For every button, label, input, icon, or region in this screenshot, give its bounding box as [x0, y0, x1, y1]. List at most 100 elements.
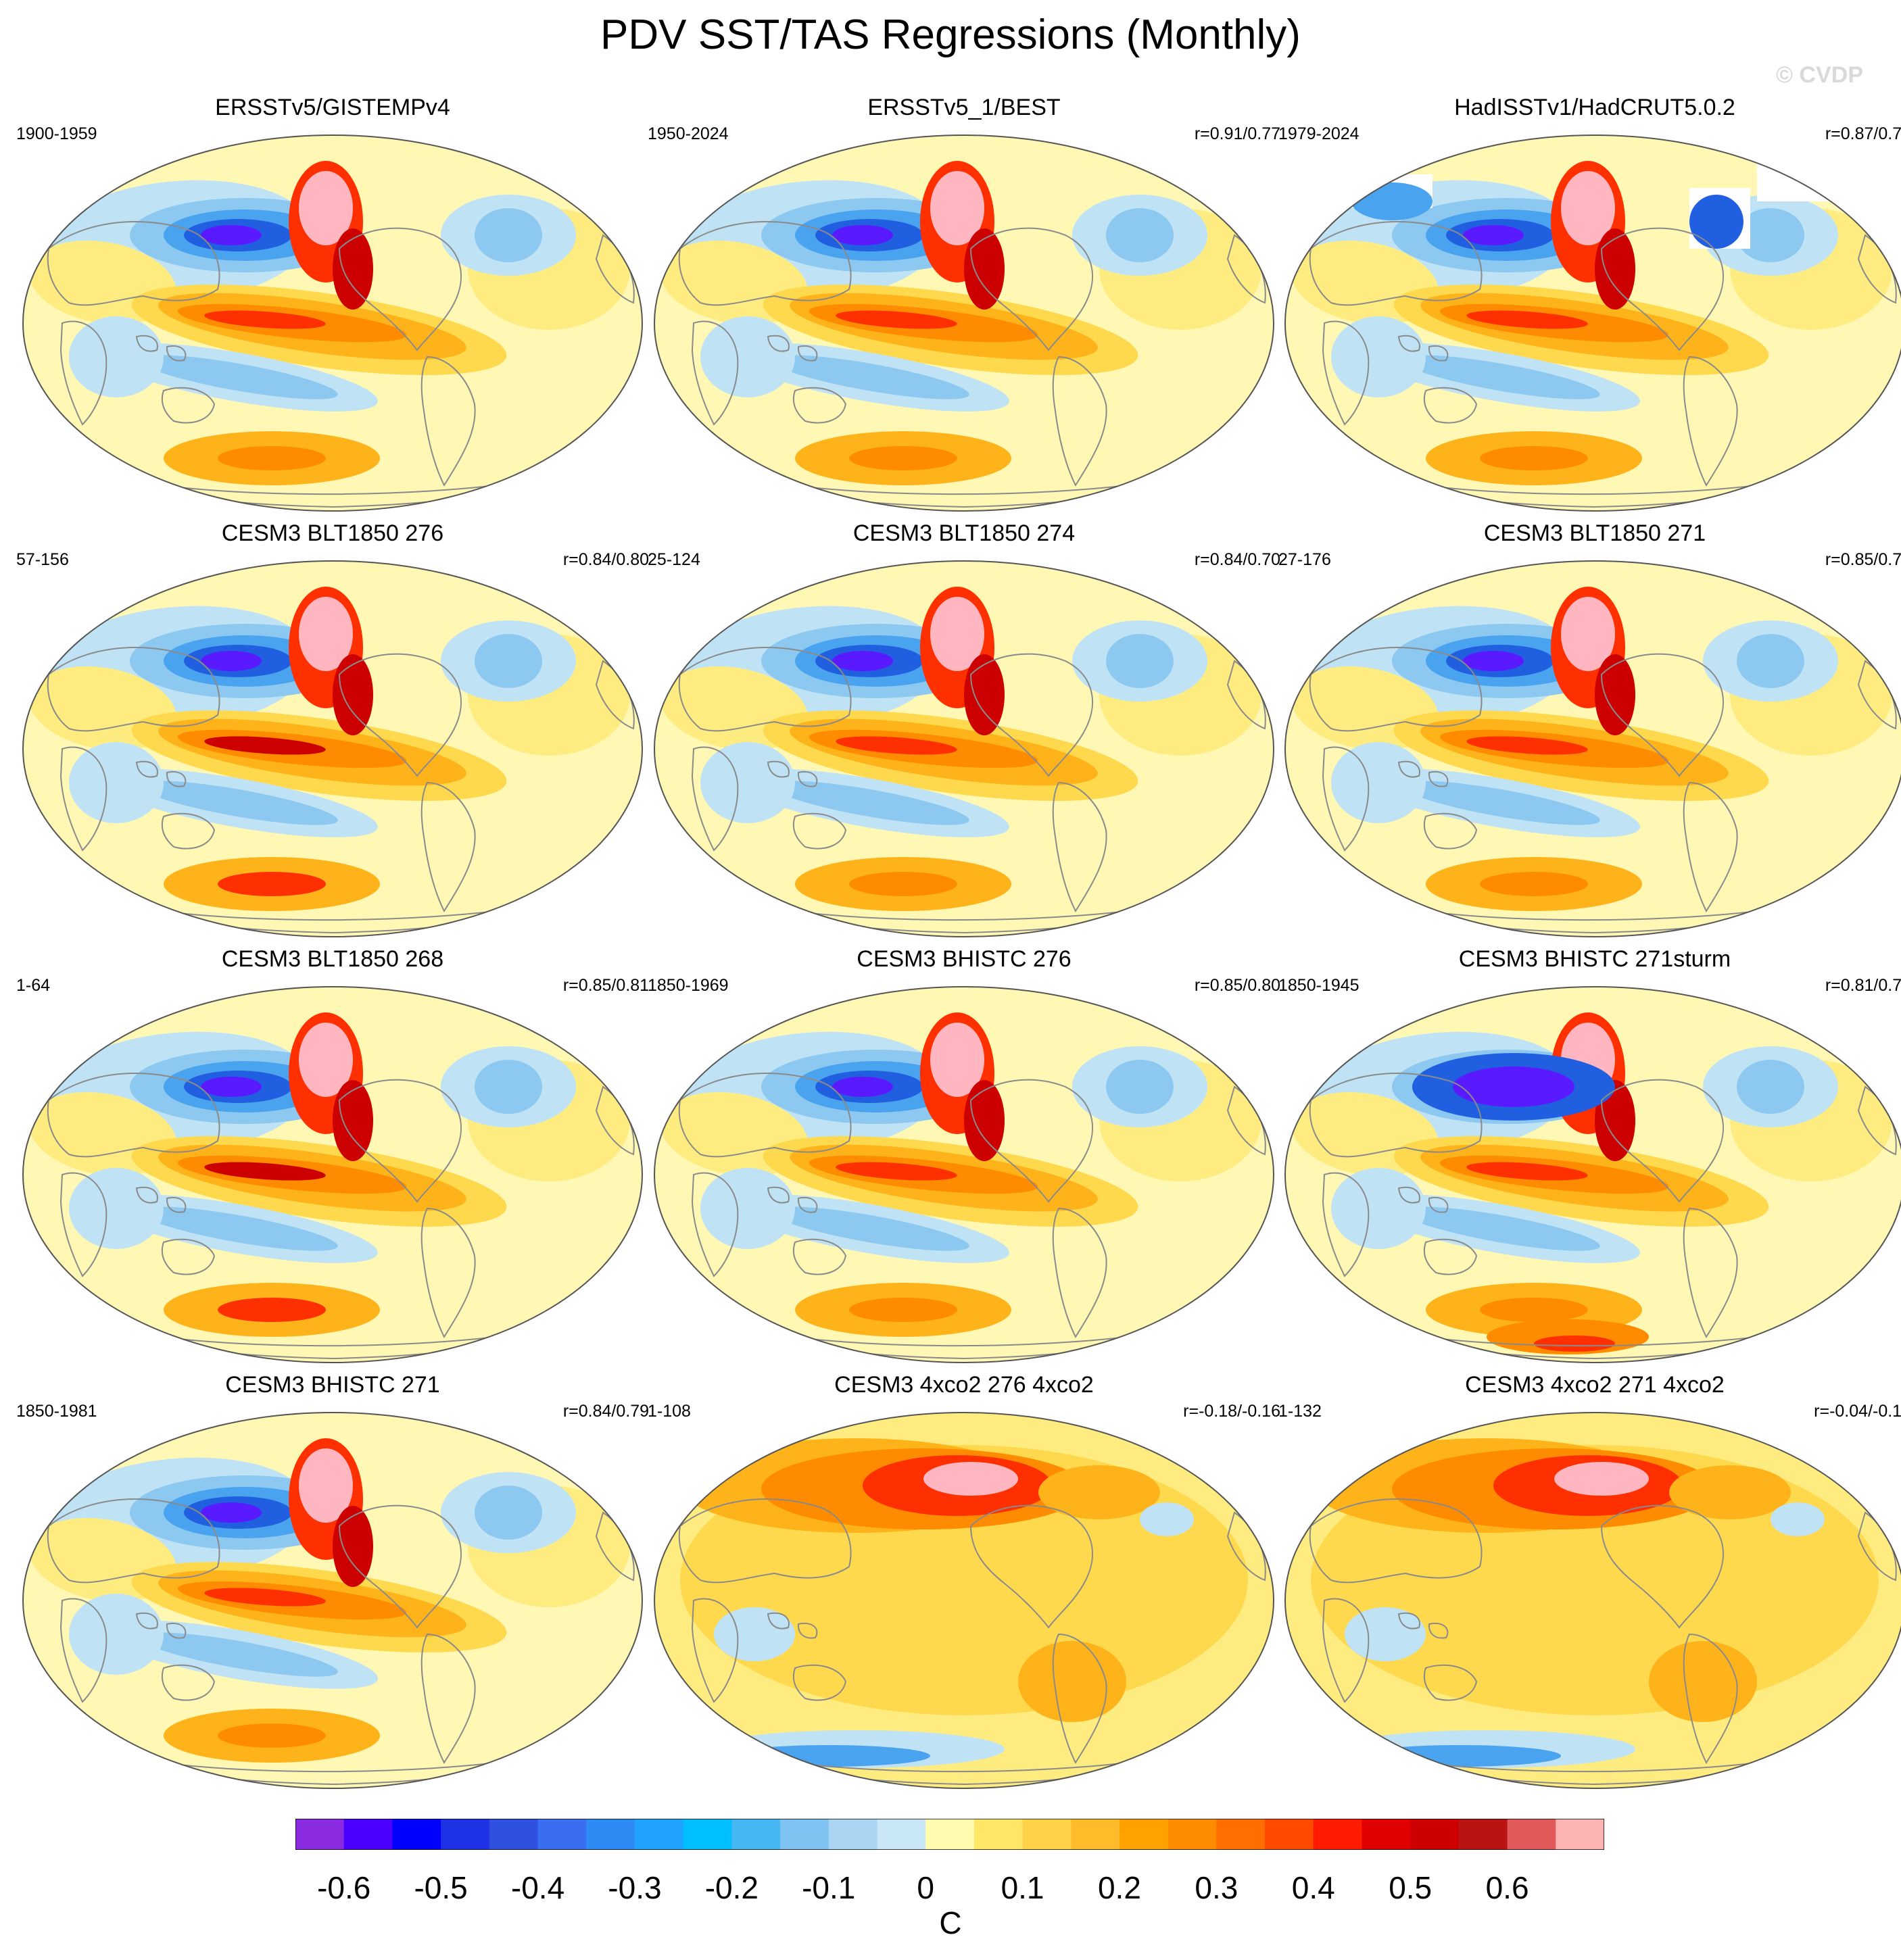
map-panel: CESM3 BLT1850 274 25-124 r=0.84/0.70	[648, 520, 1280, 939]
anomaly-patch	[204, 310, 326, 329]
coastline	[797, 1622, 818, 1639]
coastline	[59, 746, 107, 852]
coastline	[1423, 387, 1478, 424]
anomaly-patch	[1554, 1462, 1649, 1496]
coastline	[1397, 1612, 1420, 1630]
anomaly-patch	[964, 228, 1005, 310]
coastline	[767, 760, 790, 778]
coastline	[161, 1238, 216, 1275]
colorbar-swatch	[1071, 1819, 1120, 1850]
anomaly-patch	[1595, 654, 1635, 735]
coastline	[767, 1186, 790, 1204]
map-panel: CESM3 BHISTC 271 1850-1981 r=0.84/0.79	[16, 1372, 649, 1791]
coastline	[135, 760, 158, 778]
robinson-map	[22, 134, 643, 512]
coastline	[792, 812, 847, 850]
map-border	[1284, 986, 1901, 1363]
anomaly-patch	[1453, 1067, 1574, 1107]
colorbar-swatch	[392, 1819, 441, 1850]
map-border	[22, 1412, 643, 1789]
anomaly-patch	[964, 654, 1005, 735]
anomaly-patch	[333, 1506, 373, 1587]
coastline	[969, 653, 1093, 777]
map-panel: CESM3 BHISTC 271sturm 1850-1945 r=0.81/0.7…	[1278, 946, 1901, 1365]
anomaly-patch	[204, 1588, 326, 1607]
coastline	[1423, 1238, 1478, 1275]
anomaly-patch	[930, 597, 984, 671]
coastline	[1397, 760, 1420, 778]
anomaly-patch	[1466, 736, 1588, 755]
anomaly-patch	[204, 736, 326, 755]
anomaly-patch	[836, 1162, 957, 1181]
coastline	[792, 387, 847, 424]
robinson-map	[1284, 1412, 1901, 1789]
colorbar-swatch	[683, 1819, 732, 1850]
coastline	[691, 746, 739, 852]
coastline	[767, 1612, 790, 1630]
map-border	[1284, 1412, 1901, 1789]
anomaly-patch	[201, 651, 262, 671]
coastline	[166, 770, 187, 787]
map-panel: CESM3 BHISTC 276 1850-1969 r=0.85/0.80	[648, 946, 1280, 1365]
coastline	[1309, 1073, 1483, 1158]
anomaly-patch	[849, 872, 957, 896]
anomaly-patch	[138, 355, 338, 399]
coastline	[1600, 653, 1724, 777]
robinson-map	[654, 1412, 1274, 1789]
colorbar-tick-label: -0.4	[510, 1870, 565, 1905]
anomaly-patch	[1106, 1060, 1174, 1114]
coastline	[166, 345, 187, 362]
colorbar-swatch	[877, 1819, 926, 1850]
colorbar-swatch	[828, 1819, 877, 1850]
anomaly-patch	[138, 1206, 338, 1251]
colorbar-swatch	[925, 1819, 975, 1850]
cvdp-watermark: © CVDP	[1776, 62, 1863, 88]
colorbar-swatch	[780, 1819, 829, 1850]
colorbar-swatch	[586, 1819, 635, 1850]
coastline	[797, 345, 818, 362]
anomaly-patch	[930, 171, 984, 245]
coastline	[166, 1196, 187, 1213]
panel-correlation: r=0.84/0.79	[562, 1402, 649, 1421]
coastline	[1052, 1207, 1107, 1339]
coastline	[1322, 1172, 1370, 1277]
anomaly-patch	[1534, 1336, 1615, 1352]
colorbar-tick-label: -0.5	[414, 1870, 468, 1905]
coastline	[59, 320, 107, 426]
anomaly-patch	[1737, 634, 1804, 688]
panel-correlation: r=-0.04/-0.12	[1814, 1402, 1901, 1421]
panel-correlation: r=0.84/0.80	[562, 550, 649, 569]
coastline	[47, 1073, 220, 1158]
colorbar-tick-label: -0.6	[317, 1870, 371, 1905]
anomaly-patch	[218, 1298, 326, 1322]
anomaly-patch	[1480, 872, 1588, 896]
anomaly-patch	[832, 1077, 893, 1097]
coastline	[1322, 320, 1370, 426]
colorbar-swatch	[537, 1819, 587, 1850]
anomaly-patch	[333, 654, 373, 735]
anomaly-patch	[475, 1486, 542, 1540]
coastline	[338, 1504, 462, 1629]
anomaly-patch	[1331, 1168, 1426, 1249]
map-panel: ERSSTv5_1/BEST 1950-2024 r=0.91/0.77	[648, 95, 1280, 514]
map-border	[22, 560, 643, 937]
colorbar-swatch	[634, 1819, 684, 1850]
panel-correlation: r=0.81/0.77	[1825, 976, 1901, 995]
coastline	[135, 1612, 158, 1630]
anomaly-patch	[69, 1168, 164, 1249]
anomaly-patch	[138, 1632, 338, 1677]
panel-period: 27-176	[1278, 550, 1331, 569]
map-border	[654, 986, 1274, 1363]
colorbar-units: C	[939, 1905, 962, 1940]
panel-title: ERSSTv5/GISTEMPv4	[215, 95, 450, 120]
colorbar-tick-label: 0.4	[1291, 1870, 1335, 1905]
colorbar-swatch	[1362, 1819, 1411, 1850]
coastline	[166, 1622, 187, 1639]
panel-correlation: r=-0.18/-0.16	[1183, 1402, 1280, 1421]
robinson-map	[22, 1412, 643, 1789]
anomaly-patch	[218, 1723, 326, 1748]
anomaly-patch	[1737, 208, 1804, 262]
coastline	[691, 1172, 739, 1277]
colorbar-tick-label: 0.3	[1195, 1870, 1238, 1905]
anomaly-patch	[299, 171, 353, 245]
